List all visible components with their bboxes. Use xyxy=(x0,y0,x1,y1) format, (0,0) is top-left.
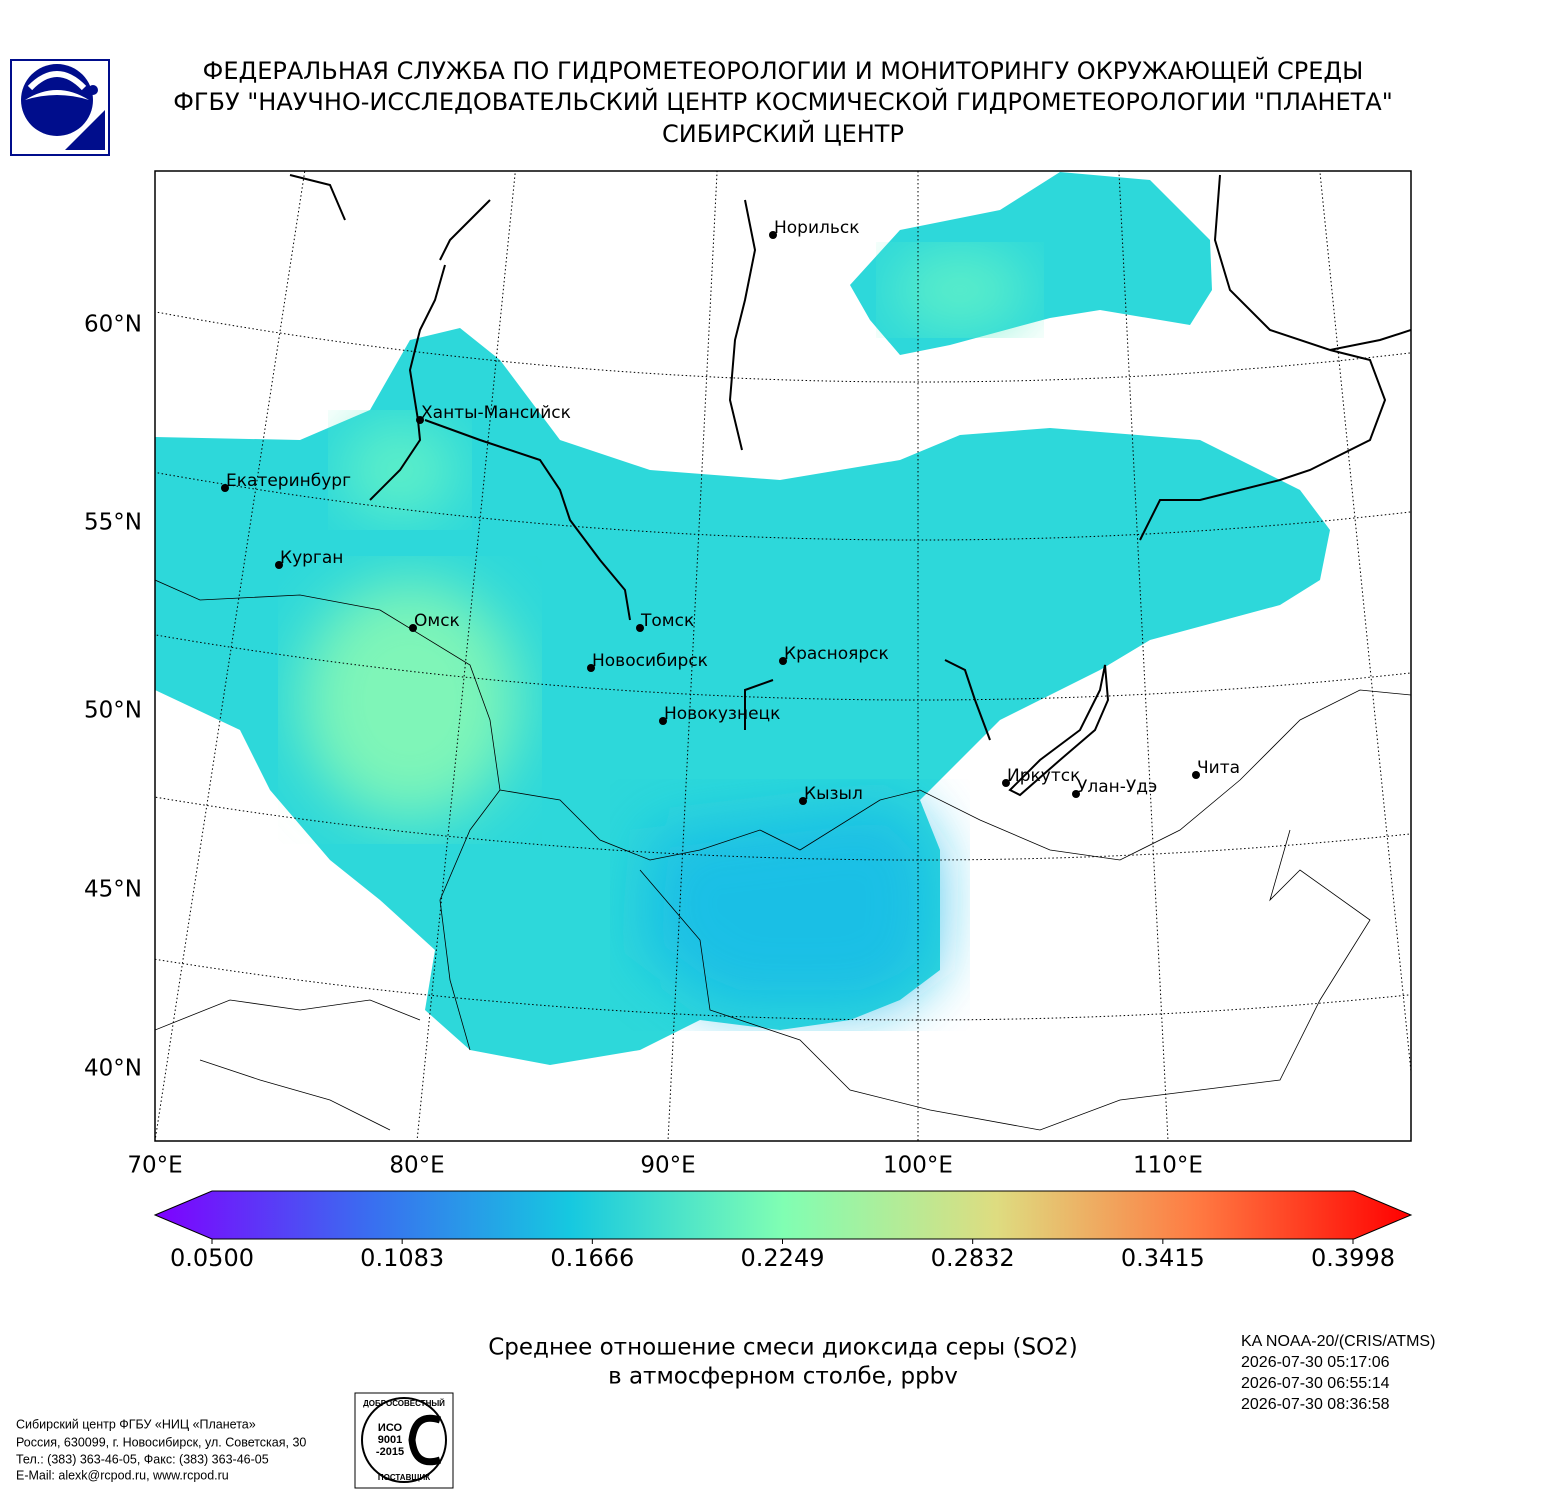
lat-label: 50°N xyxy=(84,698,142,724)
so2-high xyxy=(890,250,1030,330)
city-dot xyxy=(275,561,283,569)
footer-line: Тел.: (383) 363-46-05, Факс: (383) 363-4… xyxy=(16,1452,269,1466)
lon-label: 100°E xyxy=(883,1153,953,1179)
city-dot xyxy=(659,717,667,725)
city-label: Норильск xyxy=(774,218,860,238)
baikal xyxy=(1008,664,1110,797)
river xyxy=(289,174,631,621)
border xyxy=(155,579,1411,1131)
lat-label: 55°N xyxy=(84,510,142,536)
so2-high xyxy=(640,800,940,1010)
city-dot xyxy=(1192,771,1200,779)
city-dot xyxy=(799,797,807,805)
graticule xyxy=(155,171,1411,1141)
river xyxy=(728,174,1411,741)
colorbar-tick-label: 0.2249 xyxy=(741,1244,825,1272)
city-dot xyxy=(416,416,424,424)
iso-line: 9001 xyxy=(378,1434,402,1446)
footer: Сибирский центр ФГБУ «НИЦ «Планета» Росс… xyxy=(16,1417,306,1482)
city-label: Екатеринбург xyxy=(226,471,351,491)
city-dot xyxy=(587,664,595,672)
satellite-info: KA NOAA-20/(CRIS/ATMS) 2026-07-30 05:17:… xyxy=(1241,1333,1435,1413)
city-label: Кызыл xyxy=(804,784,863,804)
colorbar-tick-label: 0.0500 xyxy=(170,1244,254,1272)
city-dot xyxy=(1002,779,1010,787)
city-label: Курган xyxy=(280,548,343,568)
city-dot xyxy=(1072,790,1080,798)
lon-label: 90°E xyxy=(640,1153,695,1179)
city-label: Красноярск xyxy=(784,644,889,664)
satellite-line: 2026-07-30 05:17:06 xyxy=(1241,1354,1390,1371)
caption: Среднее отношение смеси диоксида серы (S… xyxy=(488,1335,1078,1390)
city-label: Новокузнецк xyxy=(664,704,780,724)
footer-line: Сибирский центр ФГБУ «НИЦ «Планета» xyxy=(16,1417,256,1431)
header-line: ФЕДЕРАЛЬНАЯ СЛУЖБА ПО ГИДРОМЕТЕОРОЛОГИИ … xyxy=(203,56,1364,85)
lon-label: 70°E xyxy=(127,1153,182,1179)
city-dot xyxy=(769,231,777,239)
caption-line: Среднее отношение смеси диоксида серы (S… xyxy=(488,1335,1078,1361)
header: ФЕДЕРАЛЬНАЯ СЛУЖБА ПО ГИДРОМЕТЕОРОЛОГИИ … xyxy=(173,56,1393,148)
axis-labels: 60°N 55°N 50°N 45°N 40°N 70°E 80°E 90°E 100°E 110… xyxy=(84,312,1203,1179)
colorbar-tick-label: 0.1083 xyxy=(360,1244,444,1272)
lat-label: 40°N xyxy=(84,1056,142,1082)
header-line: ФГБУ "НАУЧНО-ИССЛЕДОВАТЕЛЬСКИЙ ЦЕНТР КОС… xyxy=(173,87,1393,116)
lon-label: 110°E xyxy=(1133,1153,1203,1179)
satellite-line: KA NOAA-20/(CRIS/ATMS) xyxy=(1241,1333,1435,1350)
iso-line: ИСО xyxy=(378,1422,403,1434)
meridian xyxy=(1319,171,1411,1077)
map-frame xyxy=(154,170,1412,1142)
city-dot xyxy=(409,624,417,632)
colorbar-tick-label: 0.1666 xyxy=(550,1244,634,1272)
city-label: Иркутск xyxy=(1007,766,1080,786)
colorbar-tick-label: 0.2832 xyxy=(931,1244,1015,1272)
city-label: Омск xyxy=(414,611,460,631)
lat-label: 60°N xyxy=(84,312,142,338)
iso-top: ДОБРОСОВЕСТНЫЙ xyxy=(363,1399,445,1408)
so2-high xyxy=(300,580,520,820)
cities: Норильск Ханты-Мансийск Екатеринбург Курган… xyxy=(221,218,1240,805)
city-dot xyxy=(779,657,787,665)
planeta-logo xyxy=(10,59,110,156)
colorbar: 0.0500 0.1083 0.1666 0.2249 0.2832 0.3415 0.39… xyxy=(153,1190,1413,1272)
iso-bottom: ПОСТАВЩИК xyxy=(378,1473,430,1482)
iso-line: -2015 xyxy=(376,1446,404,1458)
city-label: Улан-Удэ xyxy=(1077,777,1157,797)
lon-label: 80°E xyxy=(389,1153,444,1179)
so2-field xyxy=(850,172,1212,355)
colorbar-bar xyxy=(153,1190,1413,1240)
colorbar-tick-label: 0.3415 xyxy=(1121,1244,1205,1272)
iso-c xyxy=(408,1414,442,1466)
satellite-line: 2026-07-30 08:36:58 xyxy=(1241,1396,1390,1413)
colorbar-tick-label: 0.3998 xyxy=(1311,1244,1395,1272)
footer-line: E-Mail: alexk@rcpod.ru, www.rcpod.ru xyxy=(16,1468,229,1482)
city-label: Ханты-Мансийск xyxy=(421,403,571,423)
caption-line: в атмосферном столбе, ppbv xyxy=(608,1364,958,1390)
satellite-line: 2026-07-30 06:55:14 xyxy=(1241,1375,1390,1392)
city-label: Чита xyxy=(1197,758,1240,778)
lat-label: 45°N xyxy=(84,877,142,903)
footer-line: Россия, 630099, г. Новосибирск, ул. Сове… xyxy=(16,1435,306,1449)
header-line: СИБИРСКИЙ ЦЕНТР xyxy=(662,119,904,148)
iso-logo: ДОБРОСОВЕСТНЫЙ ИСО 9001 -2015 ПОСТАВЩИК xyxy=(354,1392,454,1489)
city-label: Новосибирск xyxy=(592,651,708,671)
city-dot xyxy=(636,624,644,632)
city-label: Томск xyxy=(640,611,694,631)
iso-ring xyxy=(361,1397,447,1483)
iso-frame xyxy=(354,1392,454,1489)
map: Норильск Ханты-Мансийск Екатеринбург Курган… xyxy=(155,171,1411,1141)
city-dot xyxy=(221,484,229,492)
